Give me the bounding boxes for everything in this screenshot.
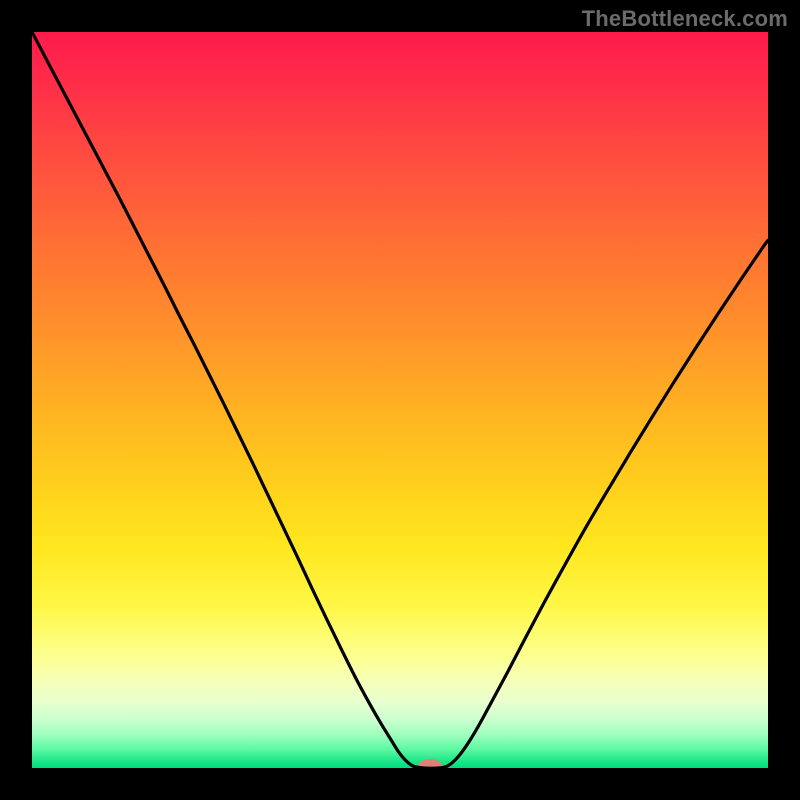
bottleneck-curve-plot: [32, 32, 768, 768]
gradient-background: [32, 32, 768, 768]
chart-container: TheBottleneck.com: [0, 0, 800, 800]
watermark-text: TheBottleneck.com: [582, 6, 788, 32]
